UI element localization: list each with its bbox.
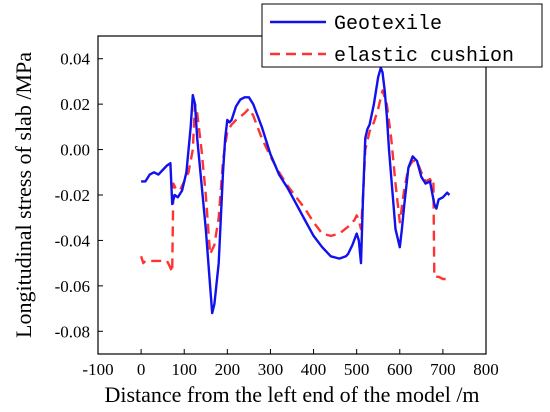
y-tick-label: -0.08 (55, 322, 90, 341)
y-tick-label: 0.00 (60, 141, 90, 160)
x-tick-label: -100 (82, 360, 113, 379)
x-tick-label: 500 (344, 360, 370, 379)
legend-label-geotexile: Geotexile (334, 13, 442, 36)
legend-box (261, 3, 543, 68)
tick-marks (97, 58, 487, 354)
x-tick-label: 0 (137, 360, 146, 379)
y-tick-label: -0.02 (55, 186, 90, 205)
x-tick-label: 300 (258, 360, 284, 379)
legend-label-elastic-cushion: elastic cushion (334, 45, 514, 68)
y-tick-label: -0.06 (55, 277, 90, 296)
x-tick-label: 700 (430, 360, 456, 379)
y-tick-label: -0.04 (55, 231, 91, 250)
series-line-elastic-cushion (139, 89, 448, 281)
y-tick-label: 0.04 (60, 50, 90, 69)
x-tick-label: 600 (387, 360, 413, 379)
legend: Geotexile elastic cushion (261, 3, 543, 68)
x-tick-label: 800 (473, 360, 499, 379)
series-line-geotexile (141, 66, 451, 315)
tick-labels: -100 0 100 200 300 400 500 600 700 800 -0.08 -0.06 -… (55, 50, 499, 379)
x-tick-label: 200 (215, 360, 241, 379)
y-tick-label: 0.02 (60, 95, 90, 114)
x-tick-label: 400 (301, 360, 327, 379)
x-tick-label: 100 (171, 360, 197, 379)
x-axis-title: Distance from the left end of the model … (104, 382, 479, 407)
y-axis-title: Longitudinal stress of slab /MPa (11, 52, 36, 338)
series-layer (139, 66, 451, 315)
